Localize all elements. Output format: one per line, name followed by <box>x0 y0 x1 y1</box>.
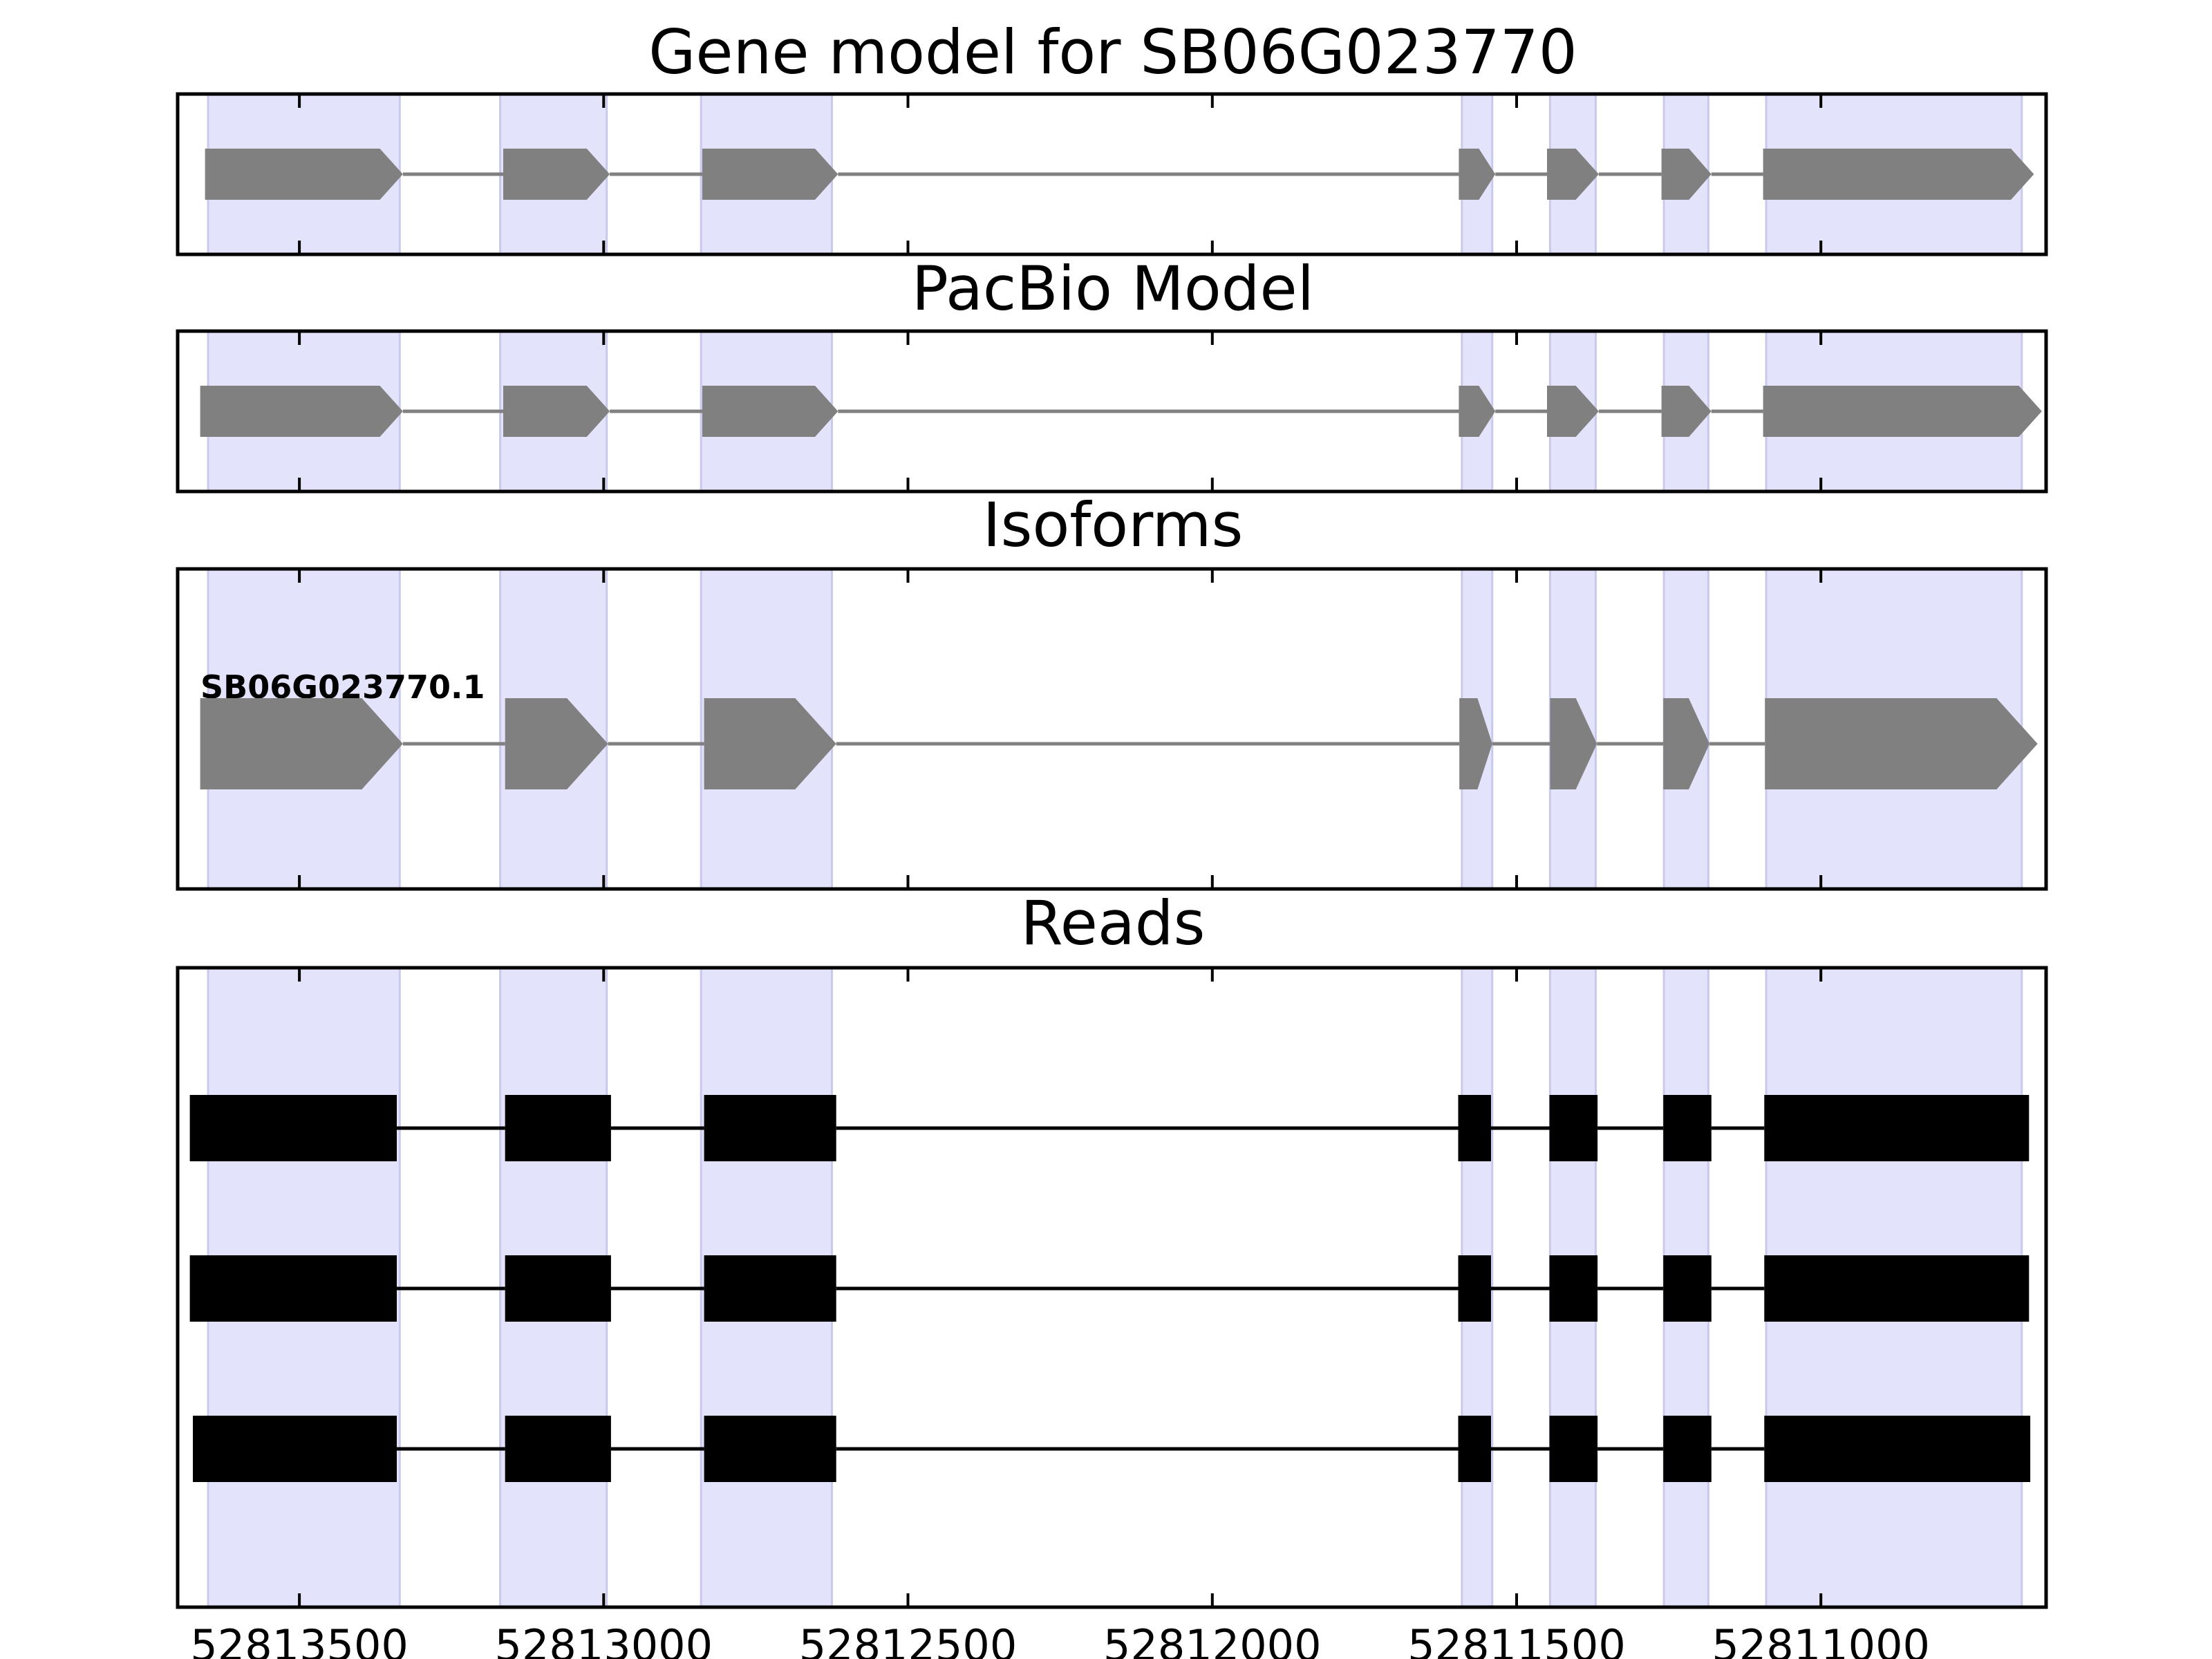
exon-shading-isoforms <box>207 568 2023 890</box>
read-exon <box>704 1095 836 1161</box>
exon-arrow <box>1459 698 1492 789</box>
x-tick-label: 52812500 <box>799 1620 1018 1659</box>
x-tick-label: 52813000 <box>495 1620 713 1659</box>
exon-arrow <box>1459 386 1496 437</box>
exon-arrow <box>1459 149 1496 200</box>
x-tick-label: 52813500 <box>190 1620 409 1659</box>
exon-arrow <box>1547 386 1599 437</box>
exon-arrow <box>1661 149 1712 200</box>
panel-title-isoforms: Isoforms <box>983 489 1244 561</box>
panel-isoforms: Isoforms SB06G023770.1 <box>176 489 2048 891</box>
exon-arrow <box>503 149 610 200</box>
read-exon <box>1458 1255 1491 1322</box>
exon-arrow <box>205 149 403 200</box>
exon-arrow <box>505 698 608 789</box>
panel-frame-pacbio-model <box>176 329 2048 494</box>
panel-title-gene-model: Gene model for SB06G023770 <box>648 17 1577 88</box>
read-exon <box>704 1255 836 1322</box>
exon-arrow <box>1661 386 1712 437</box>
isoforms-track: SB06G023770.1 <box>200 668 2038 789</box>
read-exon <box>505 1416 611 1482</box>
read-exon <box>1764 1095 2030 1161</box>
panel-title-reads: Reads <box>1021 888 1206 959</box>
panel-reads: Reads <box>176 888 2048 1609</box>
read-exon <box>1458 1416 1491 1482</box>
read-exon <box>193 1416 397 1482</box>
panel-gene-model: Gene model for SB06G023770 <box>176 17 2048 256</box>
read-exon <box>189 1255 397 1322</box>
panel-frame-isoforms <box>176 567 2048 891</box>
read-exon <box>1663 1416 1712 1482</box>
x-tick-labels: 52813500 52813000 52812500 52812000 5281… <box>190 1620 1930 1659</box>
read-exon <box>1764 1416 2031 1482</box>
exon-arrow <box>1663 698 1710 789</box>
read-exon <box>505 1255 611 1322</box>
reads-track <box>189 1095 2031 1482</box>
x-tick-label: 52811500 <box>1407 1620 1626 1659</box>
gene-model-track <box>205 149 2034 200</box>
ticks-isoforms <box>298 569 1823 889</box>
exon-arrow <box>704 698 836 789</box>
ticks-gene-model <box>298 94 1823 254</box>
read-exon <box>1663 1095 1712 1161</box>
read-exon <box>1663 1255 1712 1322</box>
pacbio-model-track <box>200 386 2042 437</box>
read-exon <box>189 1095 397 1161</box>
x-tick-label: 52811000 <box>1712 1620 1930 1659</box>
ticks-pacbio-model <box>298 331 1823 491</box>
panel-title-pacbio-model: PacBio Model <box>912 253 1314 324</box>
read-exon <box>1549 1255 1598 1322</box>
exon-arrow <box>1550 698 1597 789</box>
read-exon <box>704 1416 836 1482</box>
exon-arrow <box>1765 698 2038 789</box>
panel-frame-gene-model <box>176 92 2048 256</box>
exon-arrow <box>200 698 403 789</box>
ticks-reads <box>298 968 1823 1607</box>
exon-arrow <box>702 386 838 437</box>
exon-arrow <box>1547 149 1599 200</box>
read-exon <box>505 1095 611 1161</box>
x-tick-label: 52812000 <box>1103 1620 1322 1659</box>
read-exon <box>1549 1095 1598 1161</box>
exon-arrow <box>1763 149 2034 200</box>
exon-arrow <box>1763 386 2042 437</box>
exon-arrow <box>702 149 838 200</box>
panel-frame-reads <box>176 966 2048 1609</box>
panel-pacbio-model: PacBio Model <box>176 253 2048 494</box>
read-exon <box>1458 1095 1491 1161</box>
read-exon <box>1549 1416 1598 1482</box>
read-exon <box>1764 1255 2030 1322</box>
exon-arrow <box>200 386 403 437</box>
exon-arrow <box>503 386 610 437</box>
